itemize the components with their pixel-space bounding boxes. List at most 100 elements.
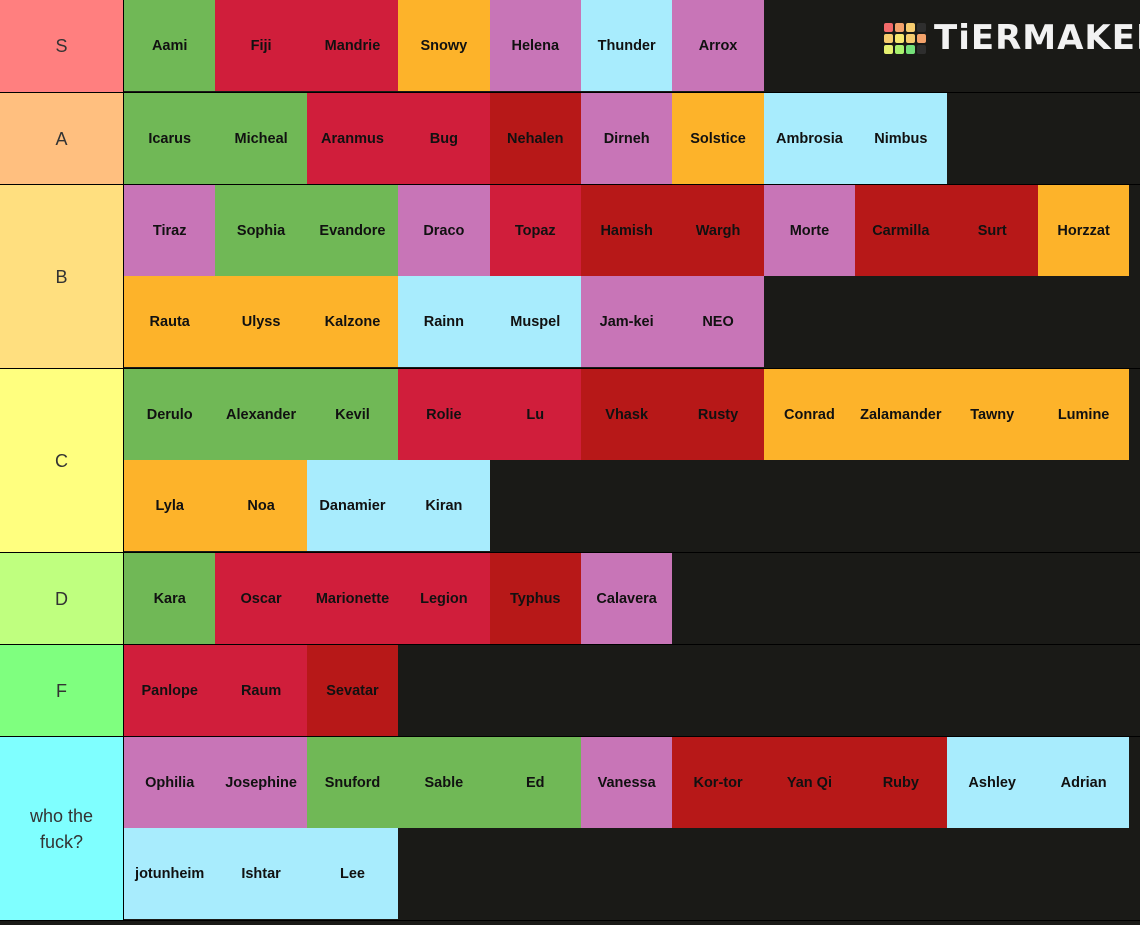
tier-item[interactable]: Icarus	[124, 93, 216, 184]
tier-item[interactable]: NEO	[672, 276, 764, 367]
tier-item[interactable]: Muspel	[489, 276, 581, 367]
tier-item[interactable]: Kalzone	[306, 276, 399, 367]
tier-item[interactable]: Wargh	[672, 185, 764, 276]
tier-item[interactable]: Vhask	[580, 369, 673, 460]
tier-item[interactable]: Dirneh	[580, 93, 673, 184]
tier-items: Ophilia Josephine Snuford Sable Ed Vanessa Kor…	[124, 737, 1130, 920]
tier-label[interactable]: who the fuck?	[0, 737, 124, 920]
tier-item[interactable]: Tawny	[946, 369, 1038, 460]
tier-item[interactable]: Josephine	[215, 737, 307, 828]
tier-item[interactable]: Jam-kei	[580, 276, 673, 367]
tier-item[interactable]: Arrox	[672, 0, 764, 91]
logo-grid-cell	[895, 44, 904, 54]
logo-grid-cell	[895, 22, 904, 32]
tier-items: Derulo Alexander Kevil Rolie Lu Vhask Rusty Con…	[124, 369, 1130, 552]
tier-item[interactable]: Sophia	[215, 185, 307, 276]
tier-label[interactable]: B	[0, 185, 124, 368]
tier-item[interactable]: jotunheim	[124, 828, 216, 919]
tier-item[interactable]: Rainn	[398, 276, 490, 367]
tier-item[interactable]: Rauta	[124, 276, 216, 367]
tier-row: who the fuck? Ophilia Josephine Snuford Sabl…	[0, 737, 1140, 921]
tier-item[interactable]: Rolie	[398, 369, 490, 460]
tier-label[interactable]: D	[0, 553, 124, 644]
tier-item[interactable]: Snuford	[306, 737, 399, 828]
tier-item[interactable]: Raum	[215, 645, 307, 736]
tier-item[interactable]: Tiraz	[124, 185, 216, 276]
tier-item[interactable]: Lee	[306, 828, 399, 919]
tier-item[interactable]: Sable	[398, 737, 490, 828]
tier-label[interactable]: A	[0, 93, 124, 184]
tier-item[interactable]: Rusty	[672, 369, 764, 460]
tier-item[interactable]: Lumine	[1037, 369, 1130, 460]
tier-item[interactable]: Horzzat	[1037, 185, 1130, 276]
tier-label[interactable]: C	[0, 369, 124, 552]
logo-grid-cell	[884, 22, 893, 32]
tier-item[interactable]: Ed	[489, 737, 581, 828]
tier-item[interactable]: Ophilia	[124, 737, 216, 828]
tier-item[interactable]: Ishtar	[215, 828, 307, 919]
tier-item[interactable]: Surt	[946, 185, 1038, 276]
tier-item[interactable]: Oscar	[215, 553, 307, 644]
tier-item[interactable]: Solstice	[672, 93, 764, 184]
tiermaker-logo[interactable]: TiERMAKER	[884, 18, 1140, 58]
tier-item[interactable]: Carmilla	[855, 185, 947, 276]
tier-item[interactable]: Adrian	[1037, 737, 1130, 828]
tier-item[interactable]: Micheal	[215, 93, 307, 184]
tier-item[interactable]: Aami	[124, 0, 216, 91]
tier-item[interactable]: Topaz	[489, 185, 581, 276]
tier-item[interactable]: Kevil	[306, 369, 399, 460]
tier-row: D Kara Oscar Marionette Legion Typhus Calavera	[0, 553, 1140, 645]
tier-item[interactable]: Aranmus	[306, 93, 399, 184]
logo-grid-cell	[895, 33, 904, 43]
tier-item[interactable]: Draco	[398, 185, 490, 276]
tier-item[interactable]: Thunder	[580, 0, 673, 91]
tier-item[interactable]: Kara	[124, 553, 216, 644]
tiermaker-logo-icon	[884, 22, 926, 54]
tier-item[interactable]: Mandrie	[306, 0, 399, 91]
tier-item[interactable]: Ruby	[855, 737, 947, 828]
tier-item[interactable]: Legion	[398, 553, 490, 644]
tier-item[interactable]: Hamish	[580, 185, 673, 276]
tier-item[interactable]: Zalamander	[855, 369, 947, 460]
tier-item[interactable]: Morte	[763, 185, 856, 276]
tier-item[interactable]: Kiran	[398, 460, 490, 551]
tier-item[interactable]: Lu	[489, 369, 581, 460]
tier-item[interactable]: Ashley	[946, 737, 1038, 828]
tier-item[interactable]: Ambrosia	[763, 93, 856, 184]
tier-item[interactable]: Kor-tor	[672, 737, 764, 828]
logo-grid-cell	[906, 44, 915, 54]
tier-item[interactable]: Yan Qi	[763, 737, 856, 828]
tier-item[interactable]: Sevatar	[306, 645, 399, 736]
tier-item[interactable]: Fiji	[215, 0, 307, 91]
tier-item[interactable]: Typhus	[489, 553, 581, 644]
tier-item[interactable]: Nehalen	[489, 93, 581, 184]
logo-grid-cell	[884, 33, 893, 43]
logo-grid-cell	[917, 22, 926, 32]
tier-item[interactable]: Panlope	[124, 645, 216, 736]
tier-item[interactable]: Danamier	[306, 460, 399, 551]
tier-item[interactable]: Bug	[398, 93, 490, 184]
tier-item[interactable]: Alexander	[215, 369, 307, 460]
logo-grid-cell	[917, 44, 926, 54]
logo-grid-cell	[884, 44, 893, 54]
tier-item[interactable]: Snowy	[398, 0, 490, 91]
tier-item[interactable]: Helena	[489, 0, 581, 91]
tier-item[interactable]: Marionette	[306, 553, 399, 644]
tier-item[interactable]: Ulyss	[215, 276, 307, 367]
tier-label[interactable]: F	[0, 645, 124, 736]
tier-item[interactable]: Nimbus	[855, 93, 947, 184]
logo-grid-cell	[906, 33, 915, 43]
tier-item[interactable]: Lyla	[124, 460, 216, 551]
tier-items: Tiraz Sophia Evandore Draco Topaz Hamish Wargh…	[124, 185, 1130, 368]
tier-item[interactable]: Noa	[215, 460, 307, 551]
tier-item[interactable]: Evandore	[306, 185, 399, 276]
tier-item[interactable]: Conrad	[763, 369, 856, 460]
tier-item[interactable]: Calavera	[580, 553, 673, 644]
logo-grid-cell	[917, 33, 926, 43]
tier-item[interactable]: Derulo	[124, 369, 216, 460]
tier-item[interactable]: Vanessa	[580, 737, 673, 828]
tier-row: C Derulo Alexander Kevil Rolie Lu Vhask Rusty Co…	[0, 369, 1140, 553]
tier-label[interactable]: S	[0, 0, 124, 92]
